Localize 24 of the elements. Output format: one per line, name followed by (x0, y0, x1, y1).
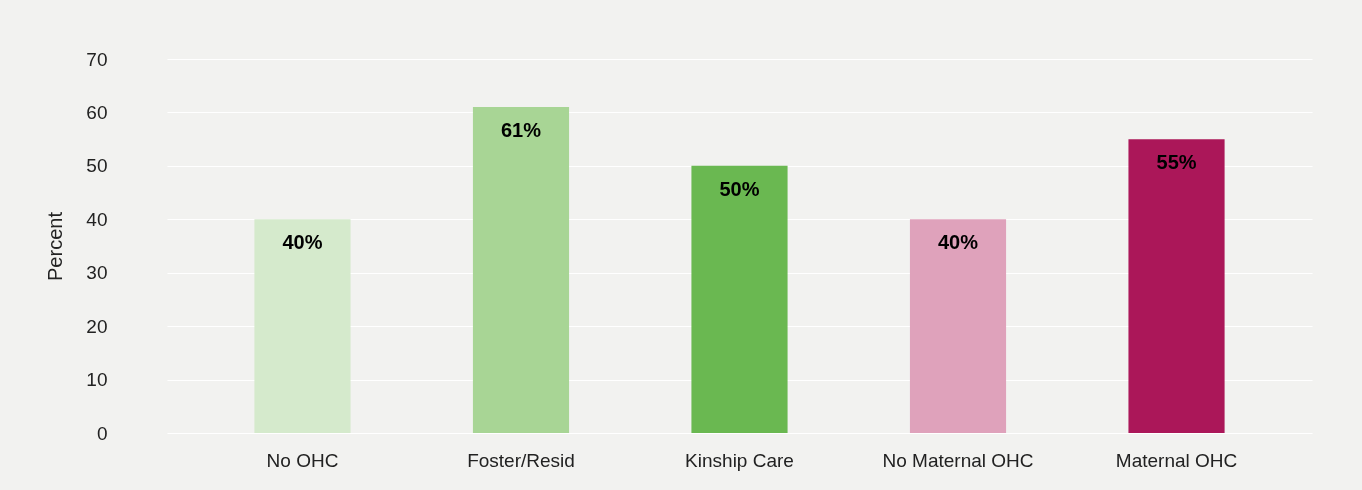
x-tick-label: Maternal OHC (1115, 449, 1238, 471)
y-tick-label: 10 (86, 369, 108, 391)
data-label: 40% (938, 231, 979, 254)
x-tick-label: Foster/Resid (467, 449, 575, 471)
y-tick-label: 30 (86, 262, 108, 284)
bar (691, 165, 788, 433)
y-tick-label: 60 (86, 101, 108, 123)
y-tick-label: 70 (86, 48, 108, 70)
y-tick-label: 50 (86, 155, 108, 177)
y-tick-label: 0 (96, 422, 108, 444)
data-label: 50% (719, 177, 760, 200)
bar (254, 219, 351, 433)
bar (909, 219, 1007, 433)
data-label: 55% (1156, 151, 1197, 174)
y-tick-label: 20 (86, 315, 108, 337)
bar (1128, 139, 1225, 433)
x-tick-label: No Maternal OHC (882, 449, 1034, 471)
y-tick-label: 40 (86, 208, 108, 230)
data-label: 40% (282, 231, 323, 254)
x-tick-label: Kinship Care (685, 449, 794, 471)
y-axis-title: Percent (44, 211, 67, 281)
x-tick-label: No OHC (266, 449, 339, 471)
data-label: 61% (500, 119, 542, 142)
bar (472, 107, 570, 433)
